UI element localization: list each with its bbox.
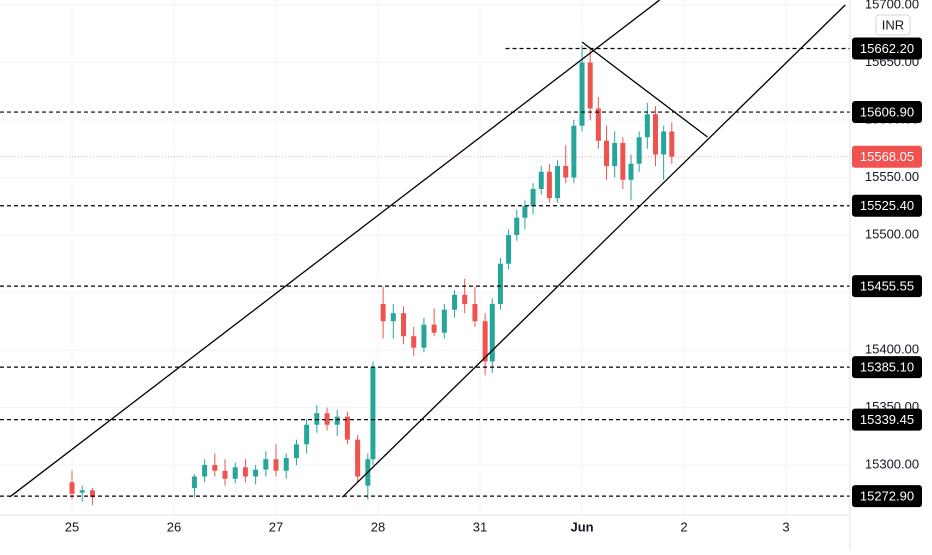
currency-badge [875,14,911,36]
x-tick-label: 2 [680,519,687,534]
candle-body [538,171,544,189]
candle-body [191,476,197,488]
level-label: 15662.20 [860,41,914,56]
candle-body [380,303,386,322]
candle-body [263,459,269,470]
candle-body [370,367,376,460]
level-label: 15385.10 [860,360,914,375]
candle-body [314,413,320,425]
candle-body [431,324,437,333]
candle-body [293,444,299,459]
candle-body [202,464,208,477]
level-badge [852,485,922,508]
candle-body [89,490,95,498]
candle-body [571,125,577,178]
candle-body [620,142,626,180]
level-label: 15606.90 [860,104,914,119]
level-label: 15525.40 [860,198,914,213]
y-tick-label: 15700.00 [865,0,919,11]
candle-body [482,321,488,362]
candle-body [222,470,228,479]
candle-body [283,458,289,471]
candle-body [390,313,396,322]
candle-body [472,303,478,322]
candle-body [79,490,85,493]
candle-body [604,140,610,166]
candle-body [579,62,585,126]
candle-body [344,416,350,440]
candle-body [421,324,427,348]
trend-line [9,0,660,498]
plot-area [0,0,850,506]
candle-body [628,163,634,180]
candle-body [555,165,561,199]
candle-body [355,439,361,477]
candle-body [652,114,658,155]
candle-body [242,467,248,477]
axes: 15300.0015350.0015400.0015450.0015500.00… [65,0,922,534]
y-tick-label: 15550.00 [865,169,919,184]
candle-body [669,131,675,157]
candle-body [530,188,536,207]
candle-body [452,294,458,310]
y-tick-label: 15400.00 [865,341,919,356]
candle-body [304,424,310,445]
candle-body [612,142,618,166]
x-tick-label: 26 [167,519,181,534]
candle-body [69,482,75,494]
x-tick-label: 3 [782,519,789,534]
candle-body [441,309,447,333]
y-tick-label: 15500.00 [865,226,919,241]
x-tick-label: 28 [371,519,385,534]
trend-line [581,41,708,138]
candle-body [232,467,238,479]
candle-body [212,464,218,471]
x-tick-label: 25 [65,519,79,534]
x-tick-label: 27 [269,519,283,534]
last-price-label: 15568.05 [860,149,914,164]
currency-label: INR [882,17,904,32]
candle-body [324,413,330,425]
candle-body [462,294,468,304]
last-price-badge [852,145,922,168]
candle-body [401,313,407,337]
level-badge [852,408,922,431]
candle-body [595,108,601,141]
candle-body [334,416,340,425]
candle-body [522,206,528,218]
level-badge [852,101,922,124]
candle-body [411,336,417,348]
candle-body [514,217,520,235]
level-badge [852,356,922,379]
candle-body [644,114,650,138]
candle-body [661,131,667,155]
candle-body [253,469,259,477]
level-badge [852,194,922,217]
level-badge [852,275,922,298]
candle-body [587,62,593,109]
level-label: 15455.55 [860,279,914,294]
x-tick-label: 31 [473,519,487,534]
candle-body [636,137,642,164]
level-label: 15272.90 [860,489,914,504]
candle-body [273,459,279,471]
candle-body [563,165,569,178]
level-badge [852,37,922,60]
candle-body [506,234,512,264]
level-label: 15339.45 [860,412,914,427]
trend-line [341,4,846,498]
grid [0,0,850,515]
x-tick-label: Jun [570,519,593,534]
candle-body [489,303,495,362]
candle-body [546,171,552,199]
candle-body [497,263,503,304]
y-tick-label: 15300.00 [865,456,919,471]
